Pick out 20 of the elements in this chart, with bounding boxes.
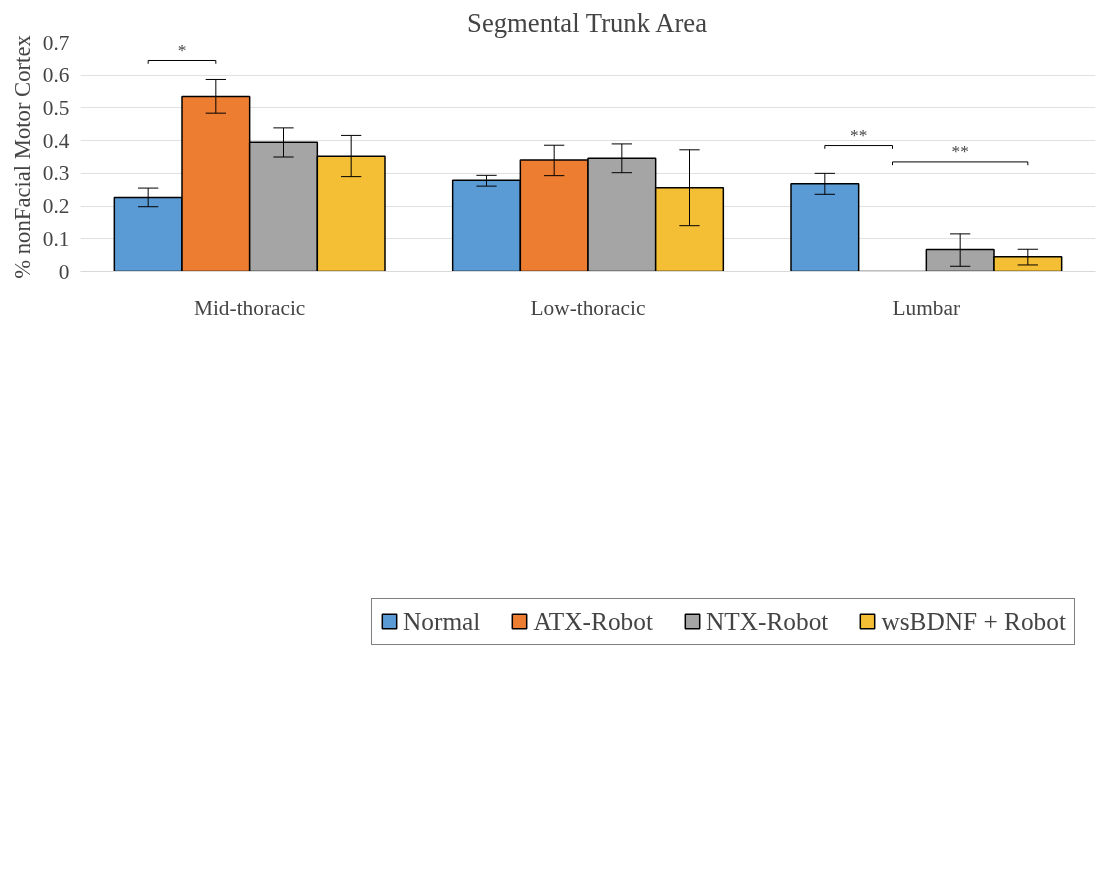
legend-label: Normal bbox=[403, 606, 481, 636]
y-tick-label: 0.3 bbox=[42, 161, 70, 186]
y-axis-title: % nonFacial Motor Cortex bbox=[9, 34, 35, 279]
y-tick-label: 0.5 bbox=[42, 95, 70, 120]
x-tick-label: Low-thoracic bbox=[530, 295, 646, 320]
legend-label: NTX-Robot bbox=[705, 606, 829, 636]
y-tick-label: 0.7 bbox=[42, 30, 70, 55]
x-tick-label: Lumbar bbox=[892, 295, 961, 320]
y-tick-label: 0 bbox=[58, 259, 70, 284]
y-tick-label: 0.2 bbox=[42, 194, 70, 219]
y-tick-label: 0.4 bbox=[42, 128, 70, 153]
y-tick-label: 0.1 bbox=[42, 226, 70, 251]
annotation: * bbox=[177, 40, 187, 60]
annotation: ** bbox=[850, 125, 868, 145]
legend-label: ATX-Robot bbox=[533, 606, 653, 636]
y-tick-label: 0.6 bbox=[42, 63, 70, 88]
legend-label: wsBDNF + Robot bbox=[881, 606, 1066, 636]
x-tick-label: Mid-thoracic bbox=[194, 295, 306, 320]
annotation: ** bbox=[951, 141, 969, 161]
chart-title: Segmental Trunk Area bbox=[467, 7, 708, 38]
